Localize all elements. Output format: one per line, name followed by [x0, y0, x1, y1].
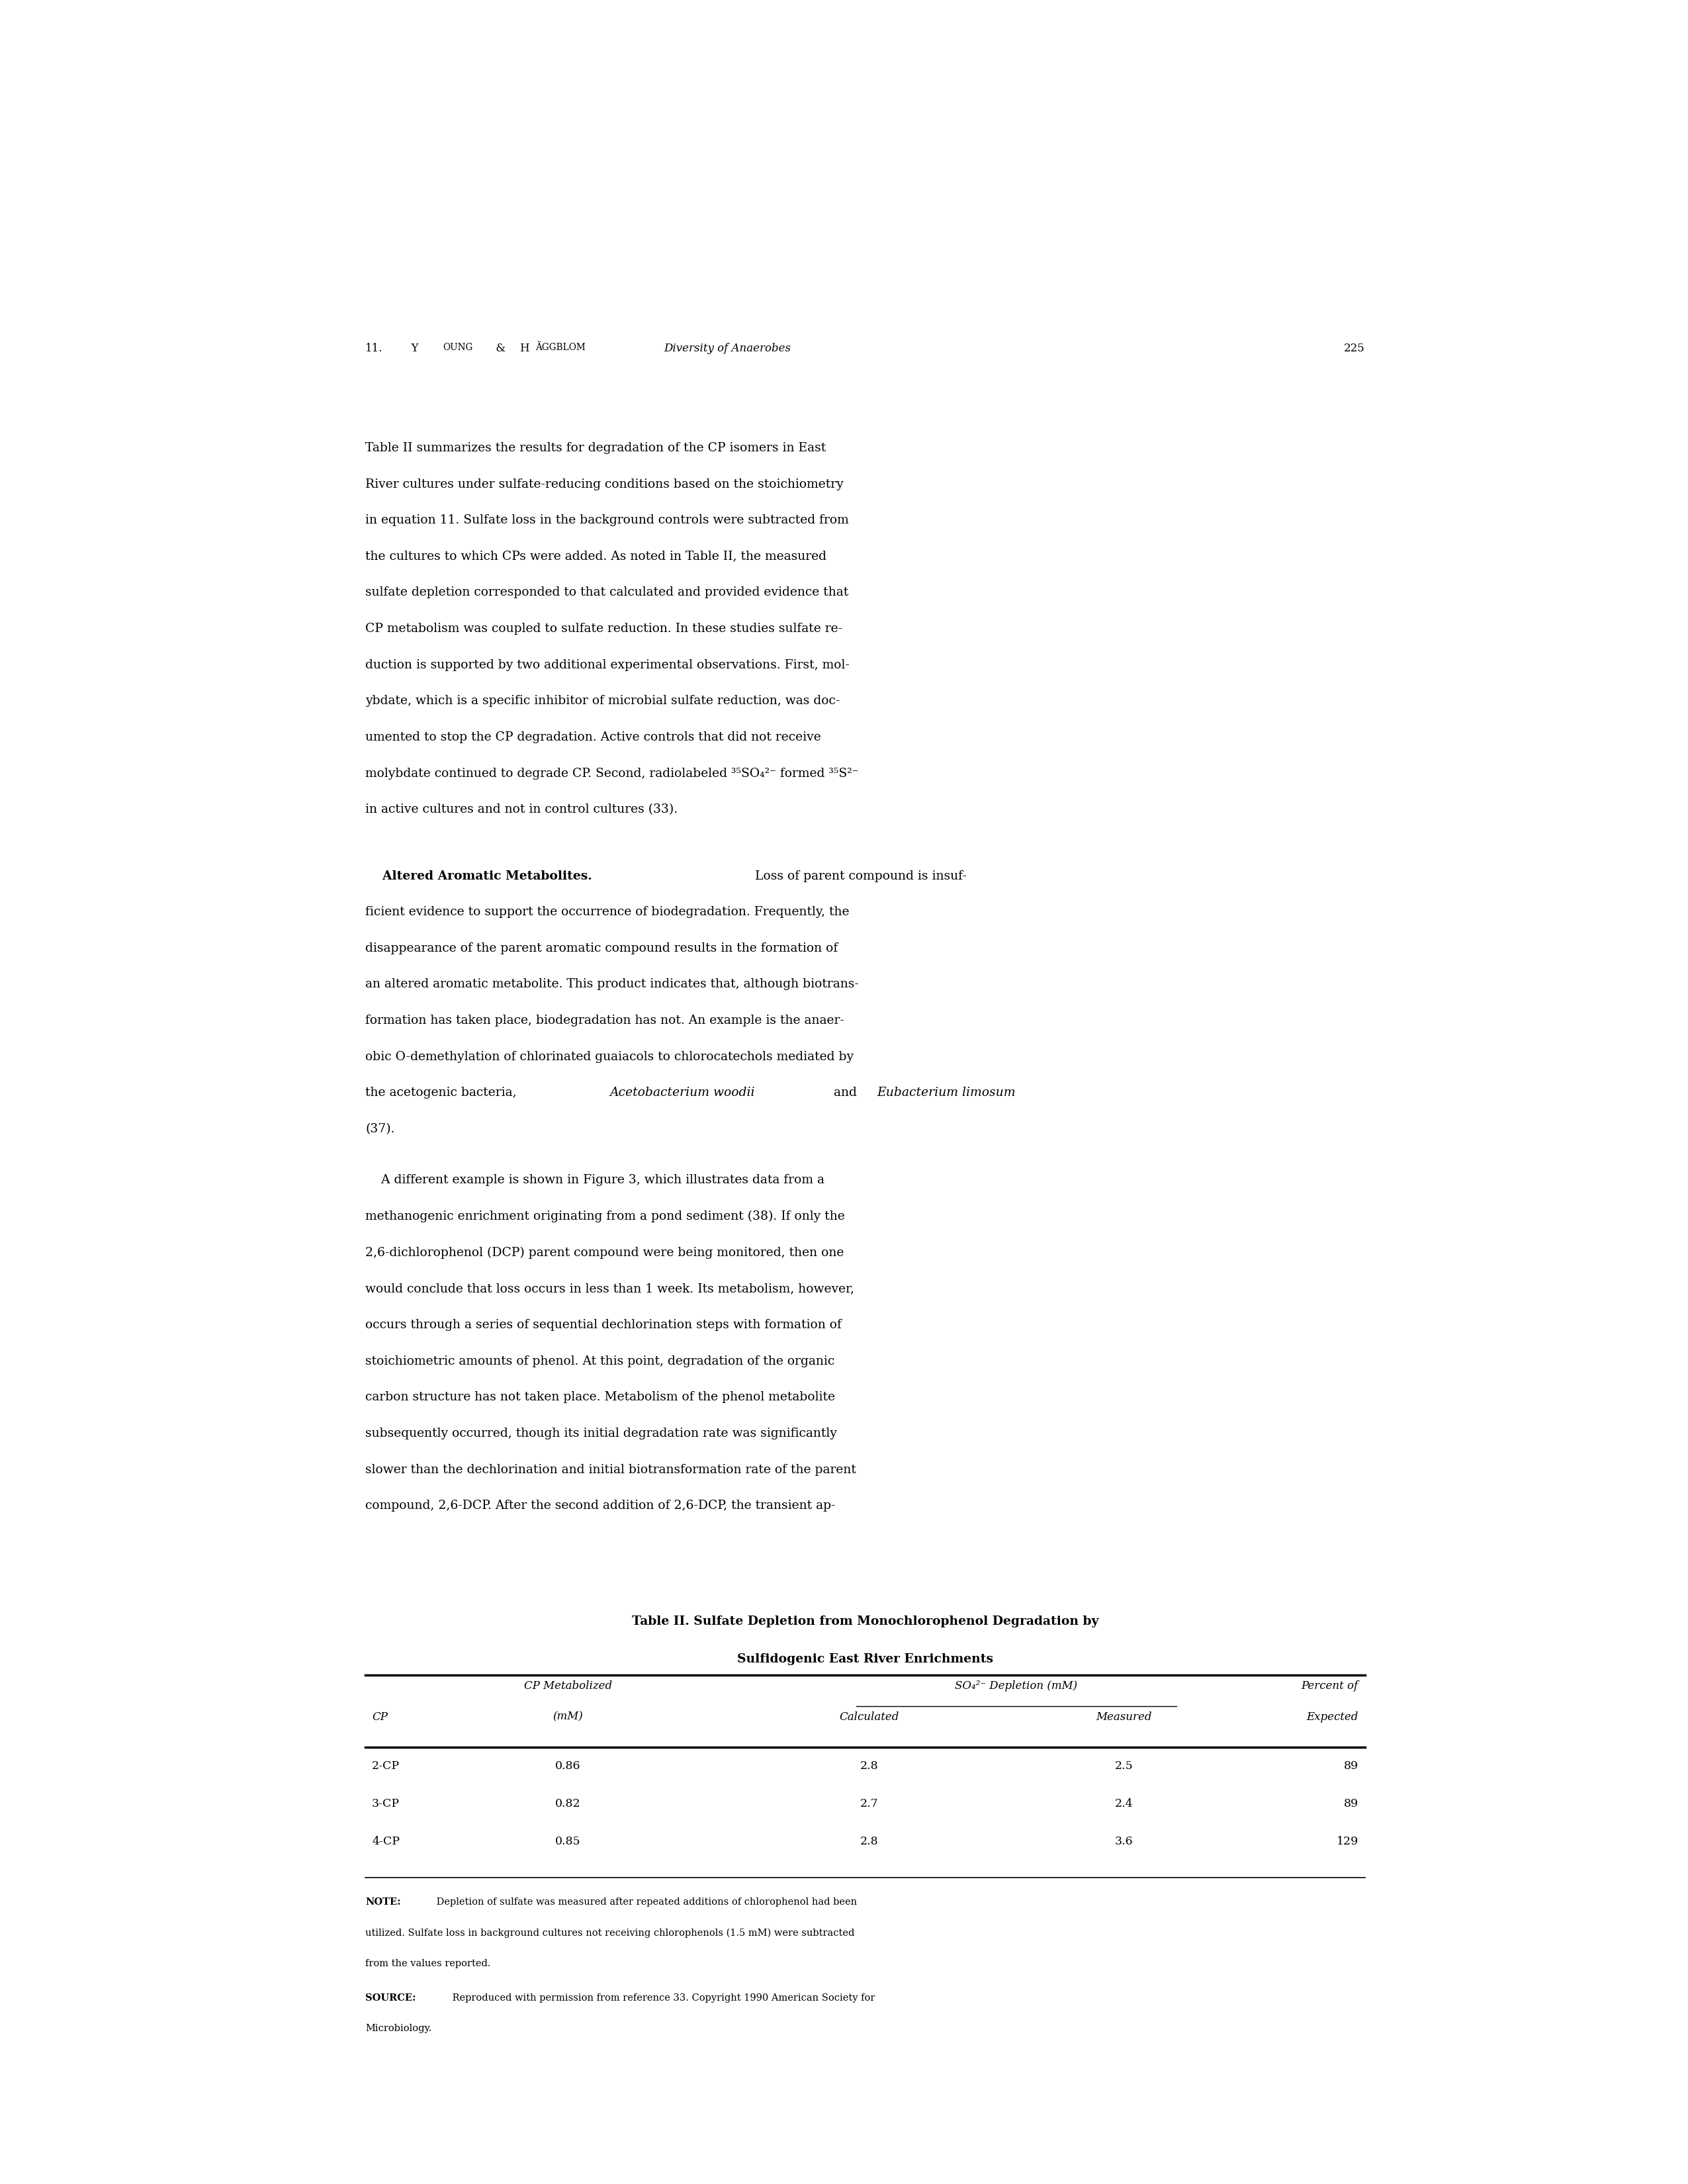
- Text: disappearance of the parent aromatic compound results in the formation of: disappearance of the parent aromatic com…: [365, 941, 837, 954]
- Text: umented to stop the CP degradation. Active controls that did not receive: umented to stop the CP degradation. Acti…: [365, 732, 820, 743]
- Text: 2.8: 2.8: [859, 1837, 878, 1848]
- Text: 89: 89: [1344, 1797, 1359, 1808]
- Text: subsequently occurred, though its initial degradation rate was significantly: subsequently occurred, though its initia…: [365, 1428, 837, 1439]
- Text: from the values reported.: from the values reported.: [365, 1959, 491, 1968]
- Text: Eubacterium limosum: Eubacterium limosum: [876, 1088, 1016, 1099]
- Text: 2-CP: 2-CP: [371, 1760, 400, 1771]
- Text: H: H: [520, 343, 530, 354]
- Text: 3.6: 3.6: [1116, 1837, 1133, 1848]
- Text: molybdate continued to degrade CP. Second, radiolabeled ³⁵SO₄²⁻ formed ³⁵S²⁻: molybdate continued to degrade CP. Secon…: [365, 767, 859, 780]
- Text: Calculated: Calculated: [839, 1712, 900, 1723]
- Text: 0.82: 0.82: [555, 1797, 581, 1808]
- Text: Table II. Sulfate Depletion from Monochlorophenol Degradation by: Table II. Sulfate Depletion from Monochl…: [631, 1616, 1099, 1627]
- Text: &: &: [493, 343, 510, 354]
- Text: Y: Y: [405, 343, 419, 354]
- Text: 2.8: 2.8: [859, 1760, 878, 1771]
- Text: SOURCE:: SOURCE:: [365, 1994, 415, 2003]
- Text: compound, 2,6-DCP. After the second addition of 2,6-DCP, the transient ap-: compound, 2,6-DCP. After the second addi…: [365, 1500, 836, 1511]
- Text: methanogenic enrichment originating from a pond sediment (38). If only the: methanogenic enrichment originating from…: [365, 1210, 846, 1223]
- Text: the cultures to which CPs were added. As noted in Table II, the measured: the cultures to which CPs were added. As…: [365, 550, 827, 563]
- Text: 0.85: 0.85: [555, 1837, 581, 1848]
- Text: obic O-demethylation of chlorinated guaiacols to chlorocatechols mediated by: obic O-demethylation of chlorinated guai…: [365, 1051, 854, 1064]
- Text: an altered aromatic metabolite. This product indicates that, although biotrans-: an altered aromatic metabolite. This pro…: [365, 978, 859, 989]
- Text: (mM): (mM): [554, 1712, 584, 1723]
- Text: Table II summarizes the results for degradation of the CP isomers in East: Table II summarizes the results for degr…: [365, 441, 825, 454]
- Text: ybdate, which is a specific inhibitor of microbial sulfate reduction, was doc-: ybdate, which is a specific inhibitor of…: [365, 695, 841, 708]
- Text: 4-CP: 4-CP: [371, 1837, 400, 1848]
- Text: utilized. Sulfate loss in background cultures not receiving chlorophenols (1.5 m: utilized. Sulfate loss in background cul…: [365, 1928, 854, 1937]
- Text: 11.: 11.: [365, 343, 383, 354]
- Text: SO₄²⁻ Depletion (mM): SO₄²⁻ Depletion (mM): [955, 1679, 1077, 1693]
- Text: CP metabolism was coupled to sulfate reduction. In these studies sulfate re-: CP metabolism was coupled to sulfate red…: [365, 622, 842, 636]
- Text: Acetobacterium woodii: Acetobacterium woodii: [609, 1088, 755, 1099]
- Text: duction is supported by two additional experimental observations. First, mol-: duction is supported by two additional e…: [365, 660, 849, 670]
- Text: CP Metabolized: CP Metabolized: [523, 1679, 613, 1693]
- Text: Reproduced with permission from reference 33. Copyright 1990 American Society fo: Reproduced with permission from referenc…: [449, 1994, 874, 2003]
- Text: 129: 129: [1337, 1837, 1359, 1848]
- Text: carbon structure has not taken place. Metabolism of the phenol metabolite: carbon structure has not taken place. Me…: [365, 1391, 836, 1404]
- Text: NOTE:: NOTE:: [365, 1898, 400, 1907]
- Text: Loss of parent compound is insuf-: Loss of parent compound is insuf-: [748, 869, 967, 882]
- Text: 2,6-dichlorophenol (DCP) parent compound were being monitored, then one: 2,6-dichlorophenol (DCP) parent compound…: [365, 1247, 844, 1258]
- Text: 0.86: 0.86: [555, 1760, 581, 1771]
- Text: CP: CP: [371, 1712, 388, 1723]
- Text: Percent of: Percent of: [1301, 1679, 1359, 1693]
- Text: Measured: Measured: [1096, 1712, 1153, 1723]
- Text: 2.5: 2.5: [1116, 1760, 1133, 1771]
- Text: 225: 225: [1344, 343, 1366, 354]
- Text: 2.4: 2.4: [1116, 1797, 1133, 1808]
- Text: and: and: [830, 1088, 861, 1099]
- Text: sulfate depletion corresponded to that calculated and provided evidence that: sulfate depletion corresponded to that c…: [365, 587, 849, 598]
- Text: Diversity of Anaerobes: Diversity of Anaerobes: [663, 343, 790, 354]
- Text: in equation 11. Sulfate loss in the background controls were subtracted from: in equation 11. Sulfate loss in the back…: [365, 513, 849, 526]
- Text: slower than the dechlorination and initial biotransformation rate of the parent: slower than the dechlorination and initi…: [365, 1463, 856, 1476]
- Text: occurs through a series of sequential dechlorination steps with formation of: occurs through a series of sequential de…: [365, 1319, 842, 1330]
- Text: Microbiology.: Microbiology.: [365, 2025, 432, 2033]
- Text: (37).: (37).: [365, 1123, 395, 1136]
- Text: A different example is shown in Figure 3, which illustrates data from a: A different example is shown in Figure 3…: [365, 1175, 825, 1186]
- Text: Expected: Expected: [1307, 1712, 1359, 1723]
- Text: would conclude that loss occurs in less than 1 week. Its metabolism, however,: would conclude that loss occurs in less …: [365, 1282, 854, 1295]
- Text: Sulfidogenic East River Enrichments: Sulfidogenic East River Enrichments: [738, 1653, 993, 1666]
- Text: OUNG: OUNG: [442, 343, 473, 352]
- Text: 3-CP: 3-CP: [371, 1797, 400, 1808]
- Text: formation has taken place, biodegradation has not. An example is the anaer-: formation has taken place, biodegradatio…: [365, 1016, 844, 1026]
- Text: 2.7: 2.7: [859, 1797, 878, 1808]
- Text: ÄGGBLOM: ÄGGBLOM: [535, 343, 586, 352]
- Text: stoichiometric amounts of phenol. At this point, degradation of the organic: stoichiometric amounts of phenol. At thi…: [365, 1354, 834, 1367]
- Text: River cultures under sulfate-reducing conditions based on the stoichiometry: River cultures under sulfate-reducing co…: [365, 478, 844, 489]
- Text: Depletion of sulfate was measured after repeated additions of chlorophenol had b: Depletion of sulfate was measured after …: [434, 1898, 858, 1907]
- Text: in active cultures and not in control cultures (33).: in active cultures and not in control cu…: [365, 804, 679, 815]
- Text: 89: 89: [1344, 1760, 1359, 1771]
- Text: the acetogenic bacteria,: the acetogenic bacteria,: [365, 1088, 520, 1099]
- Text: Altered Aromatic Metabolites.: Altered Aromatic Metabolites.: [365, 869, 592, 882]
- Text: ficient evidence to support the occurrence of biodegradation. Frequently, the: ficient evidence to support the occurren…: [365, 906, 849, 917]
